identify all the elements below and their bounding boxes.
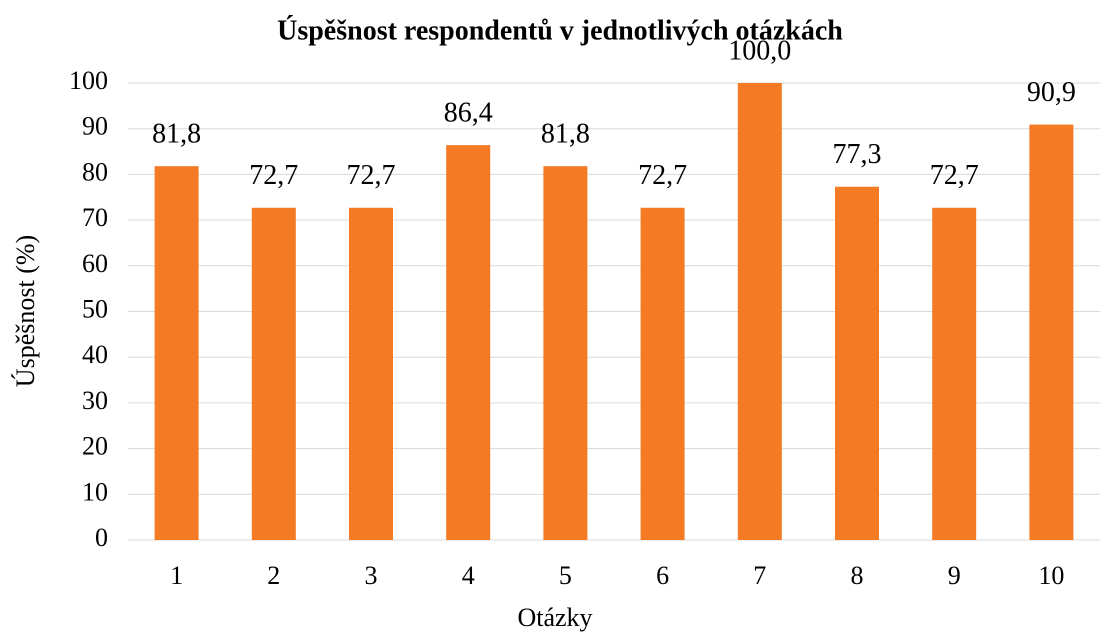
value-label: 72,7 xyxy=(347,160,396,191)
value-label: 90,9 xyxy=(1027,77,1076,108)
bar xyxy=(1029,124,1074,540)
bar xyxy=(737,83,782,540)
y-tick-label: 30 xyxy=(82,386,108,415)
bar xyxy=(349,207,393,541)
x-tick-label: 3 xyxy=(365,561,378,590)
value-label: 72,7 xyxy=(638,160,687,191)
bar xyxy=(543,166,588,540)
value-label: 77,3 xyxy=(833,139,882,170)
y-tick-label: 50 xyxy=(82,294,108,323)
bar xyxy=(446,145,491,541)
y-tick-label: 70 xyxy=(82,203,108,232)
x-tick-label: 2 xyxy=(267,561,280,590)
value-label: 81,8 xyxy=(152,119,201,150)
x-tick-label: 4 xyxy=(462,561,475,590)
value-label: 72,7 xyxy=(930,160,979,191)
x-tick-label: 10 xyxy=(1038,561,1064,590)
value-label: 72,7 xyxy=(249,160,298,191)
y-axis-label: Úspěšnost (%) xyxy=(11,235,40,387)
x-tick-label: 8 xyxy=(851,561,864,590)
value-label: 100,0 xyxy=(728,35,791,66)
bar xyxy=(932,207,977,541)
y-tick-label: 20 xyxy=(82,432,108,461)
x-tick-label: 6 xyxy=(656,561,669,590)
y-tick-label: 0 xyxy=(95,523,108,552)
y-tick-label: 90 xyxy=(82,112,108,141)
x-axis-label: Otázky xyxy=(517,603,592,632)
x-tick-label: 1 xyxy=(170,561,183,590)
y-tick-label: 100 xyxy=(69,66,108,95)
chart-title: Úspěšnost respondentů v jednotlivých otá… xyxy=(277,15,843,46)
x-tick-label: 7 xyxy=(753,561,766,590)
y-tick-label: 80 xyxy=(82,157,108,186)
x-tick-label: 5 xyxy=(559,561,572,590)
x-tick-label: 9 xyxy=(948,561,961,590)
value-label: 86,4 xyxy=(444,98,493,129)
value-label: 81,8 xyxy=(541,119,590,150)
y-tick-label: 10 xyxy=(82,477,108,506)
y-tick-label: 40 xyxy=(82,340,108,369)
y-tick-label: 60 xyxy=(82,249,108,278)
bar xyxy=(251,207,296,541)
bar xyxy=(835,186,879,540)
bar xyxy=(154,166,199,540)
bar xyxy=(640,207,685,541)
